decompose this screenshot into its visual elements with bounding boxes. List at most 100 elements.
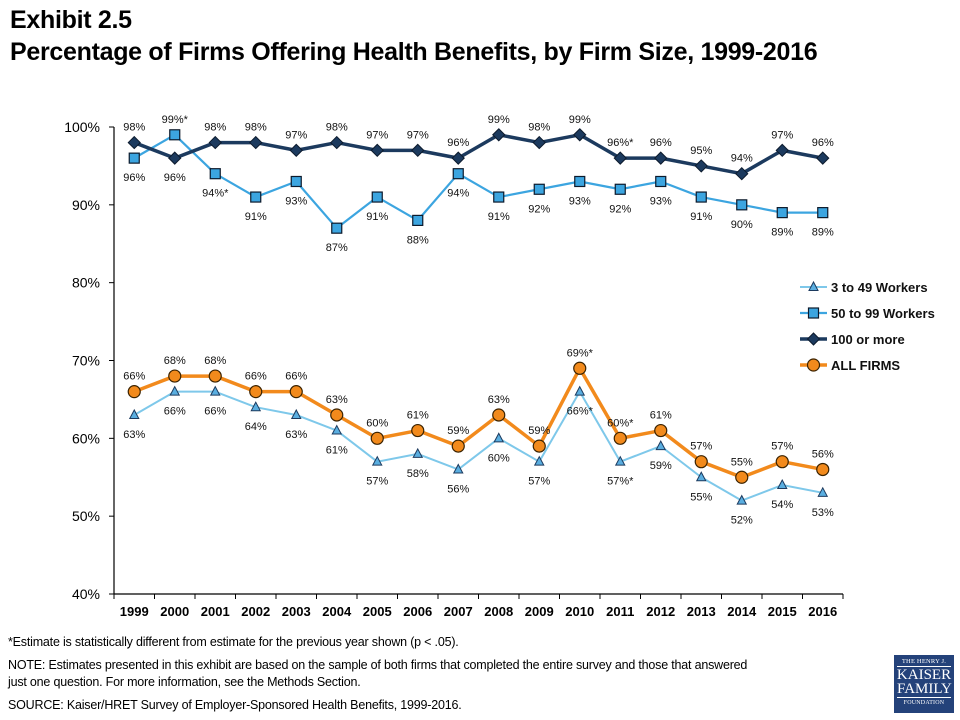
- x-tick-label: 1999: [120, 604, 149, 619]
- data-point: [532, 439, 546, 453]
- data-label: 54%: [771, 499, 793, 511]
- logo-line-3: FAMILY: [897, 681, 952, 698]
- data-point: [573, 361, 587, 375]
- x-tick-label: 2015: [768, 604, 797, 619]
- data-point: [654, 423, 668, 438]
- x-tick-label: 2003: [282, 604, 311, 619]
- data-label: 96%: [447, 137, 469, 149]
- data-point: [451, 439, 465, 453]
- data-label: 96%: [164, 172, 186, 184]
- data-label: 60%*: [607, 417, 634, 429]
- data-label: 90%: [731, 219, 753, 231]
- data-label: 97%: [366, 129, 388, 141]
- data-point: [289, 143, 303, 158]
- logo-line-2: KAISER: [896, 667, 952, 683]
- x-tick-label: 2005: [363, 604, 392, 619]
- legend-marker: [808, 280, 819, 291]
- data-label: 98%: [528, 122, 550, 134]
- data-point: [775, 455, 789, 469]
- data-label: 57%*: [607, 476, 634, 488]
- source-footnote: SOURCE: Kaiser/HRET Survey of Employer-S…: [8, 698, 462, 712]
- data-point: [370, 431, 384, 445]
- legend-item: 50 to 99 Workers: [800, 306, 935, 321]
- x-tick-label: 2013: [687, 604, 716, 619]
- data-label: 56%: [812, 448, 834, 460]
- legend-label: 3 to 49 Workers: [831, 280, 928, 295]
- x-tick-label: 2011: [606, 604, 634, 619]
- data-point: [574, 175, 586, 188]
- data-point: [331, 424, 343, 435]
- data-label: 66%: [164, 406, 186, 418]
- legend-item: ALL FIRMS: [800, 358, 900, 373]
- data-point: [533, 183, 545, 195]
- legend: 3 to 49 Workers 50 to 99 Workers 100 or mo…: [800, 280, 935, 373]
- y-tick-label: 100%: [64, 119, 100, 135]
- data-point: [655, 175, 667, 188]
- x-tick-label: 2000: [160, 604, 189, 619]
- data-label: 94%: [731, 153, 753, 165]
- data-label: 92%: [609, 203, 631, 215]
- data-label: 91%: [245, 211, 267, 223]
- data-label: 99%: [488, 114, 510, 126]
- exhibit-label: Exhibit 2.5: [10, 6, 132, 34]
- significance-footnote: *Estimate is statistically different fro…: [8, 635, 459, 649]
- line-chart: 40% 50% 60% 70% 80% 90% 100% 1999 2000 2001 2002 20…: [64, 114, 935, 619]
- data-label: 63%: [326, 394, 348, 406]
- x-tick-label: 2002: [241, 604, 270, 619]
- data-point: [533, 455, 545, 466]
- legend-label: 100 or more: [831, 332, 905, 347]
- data-label: 53%: [812, 507, 834, 519]
- data-label: 63%: [488, 394, 510, 406]
- data-label: 99%*: [162, 114, 189, 126]
- data-point: [492, 128, 506, 142]
- data-point: [290, 175, 302, 188]
- data-label: 66%: [285, 371, 307, 383]
- series-line: [133, 133, 824, 176]
- legend-marker: [806, 358, 821, 372]
- data-point: [250, 401, 262, 412]
- data-point: [694, 159, 708, 173]
- data-label: 55%: [731, 456, 753, 468]
- data-label: 98%: [245, 122, 267, 134]
- data-label: 93%: [285, 195, 307, 207]
- data-point: [412, 214, 424, 226]
- kff-logo: THE HENRY J. KAISER FAMILY FOUNDATION: [894, 655, 954, 713]
- data-label: 88%: [407, 234, 429, 246]
- data-point: [452, 168, 464, 180]
- data-label: 91%: [488, 211, 510, 223]
- data-label: 97%: [771, 129, 793, 141]
- legend-label: 50 to 99 Workers: [831, 306, 935, 321]
- data-label: 61%: [650, 410, 672, 422]
- data-point: [817, 207, 829, 219]
- data-point: [208, 369, 222, 383]
- data-label: 89%: [771, 227, 793, 239]
- data-label: 91%: [366, 211, 388, 223]
- data-point: [775, 143, 789, 158]
- data-point: [816, 462, 830, 477]
- data-point: [655, 440, 667, 451]
- data-point: [209, 385, 221, 396]
- data-point: [736, 494, 748, 505]
- data-label: 52%: [731, 515, 753, 527]
- y-tick-label: 90%: [72, 197, 100, 213]
- data-label: 57%: [528, 476, 550, 488]
- data-point: [289, 385, 303, 399]
- data-label: 57%: [366, 476, 388, 488]
- data-label: 97%: [407, 129, 429, 141]
- data-point: [250, 191, 262, 203]
- data-label: 96%: [812, 137, 834, 149]
- x-tick-label: 2016: [808, 604, 837, 619]
- data-label: 59%: [650, 460, 672, 472]
- axes: 40% 50% 60% 70% 80% 90% 100% 1999 2000 2001 2002 20…: [64, 119, 844, 619]
- data-point: [127, 135, 141, 150]
- data-label: 89%: [812, 227, 834, 239]
- data-label: 61%: [326, 445, 348, 457]
- data-point: [451, 151, 465, 165]
- data-label: 87%: [326, 242, 348, 254]
- legend-label: ALL FIRMS: [831, 358, 900, 373]
- series-line: [133, 366, 824, 479]
- legend-item: 100 or more: [800, 332, 905, 347]
- data-point: [331, 222, 343, 234]
- x-tick-label: 2006: [403, 604, 432, 619]
- data-labels: 63% 66% 66% 64% 63% 61% 57% 58% 56% 60% 57% 66%* 57%…: [123, 114, 834, 527]
